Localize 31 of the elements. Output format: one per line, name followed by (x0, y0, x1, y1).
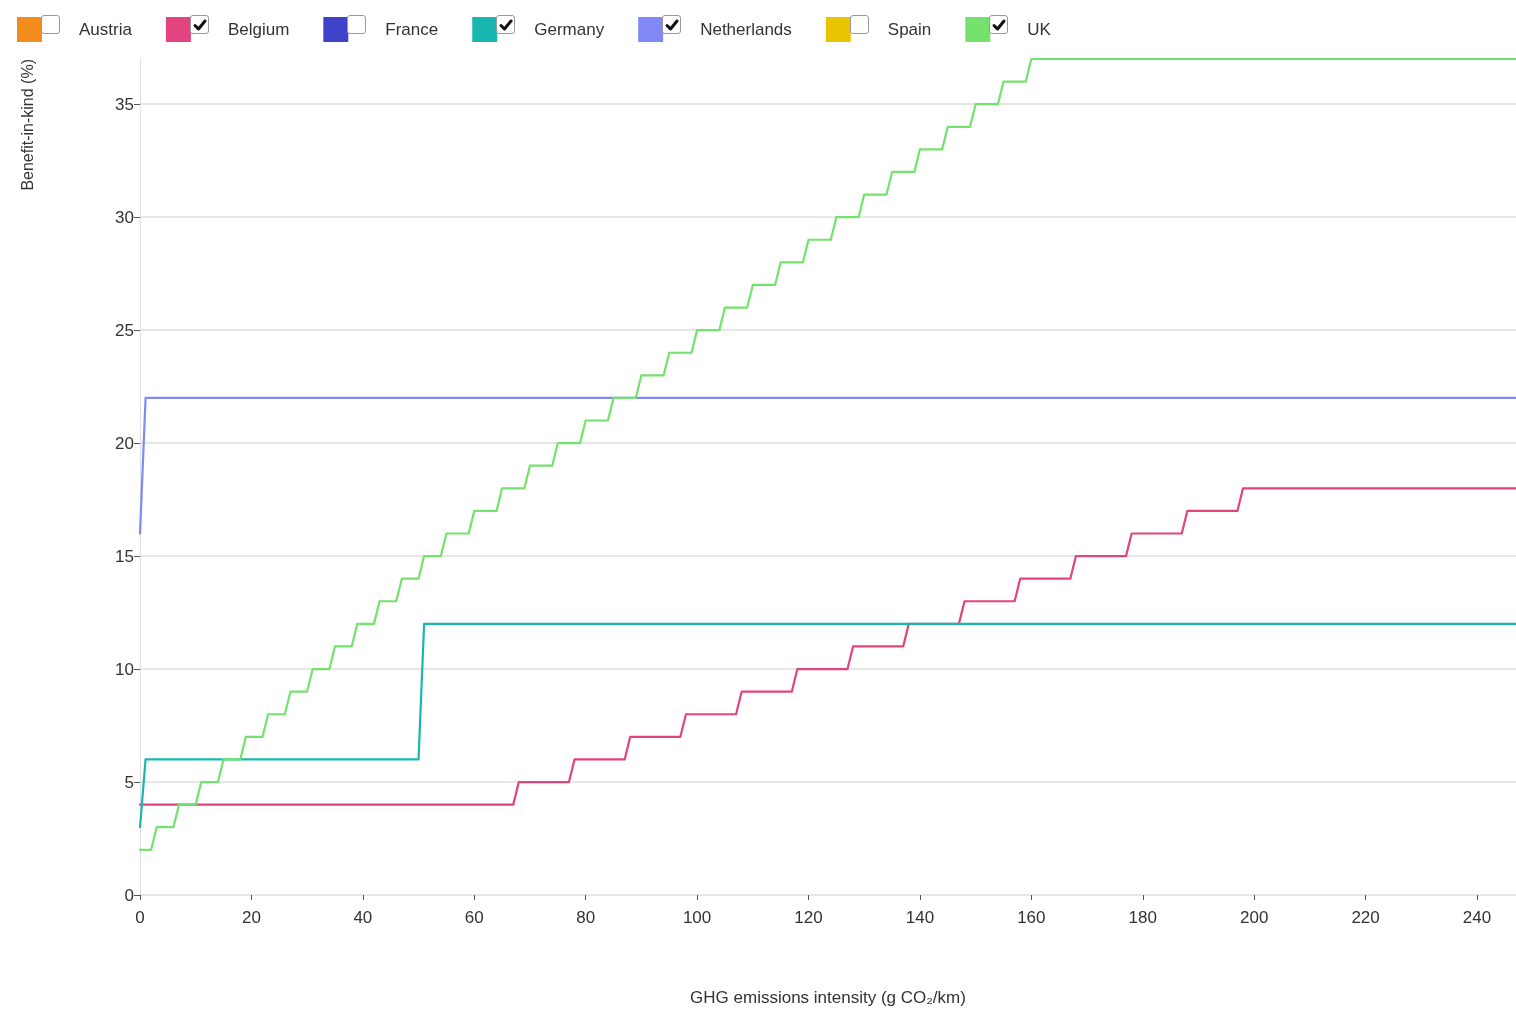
y-tick-label: 20 (115, 433, 134, 453)
y-tick-label: 10 (115, 659, 134, 679)
legend-label: France (385, 20, 439, 39)
x-tick-label: 220 (1351, 908, 1380, 927)
y-tick-label: 30 (115, 207, 134, 227)
x-tick-label: 80 (576, 908, 596, 927)
x-tick-label: 180 (1128, 908, 1157, 927)
legend-label: UK (1027, 20, 1052, 39)
x-axis-title: GHG emissions intensity (g CO₂/km) (690, 988, 966, 1007)
legend-label: Netherlands (700, 20, 792, 39)
legend-label: Austria (79, 20, 133, 39)
x-tick-label: 40 (353, 908, 373, 927)
x-tick-label: 240 (1462, 908, 1492, 927)
y-tick-label: 5 (124, 772, 134, 792)
x-tick-label: 140 (905, 908, 935, 927)
legend-label: Germany (534, 20, 605, 39)
y-axis-title: Benefit-in-kind (%) (18, 59, 36, 191)
x-tick-label: 200 (1239, 908, 1269, 927)
legend-label: Spain (887, 20, 932, 39)
line-series (138, 487, 1516, 806)
x-tick-label: 120 (794, 908, 823, 927)
y-tick-label: 15 (115, 546, 134, 566)
x-tick-label: 100 (682, 908, 712, 927)
y-tick-label: 0 (124, 885, 134, 905)
x-tick-label: 60 (464, 908, 484, 927)
x-tick-label: 20 (241, 908, 261, 927)
x-tick-label: 160 (1017, 908, 1046, 927)
y-tick-label: 35 (115, 94, 134, 114)
line-series (138, 57, 1516, 851)
y-tick-label: 25 (115, 320, 134, 340)
legend-label: Belgium (227, 20, 290, 39)
